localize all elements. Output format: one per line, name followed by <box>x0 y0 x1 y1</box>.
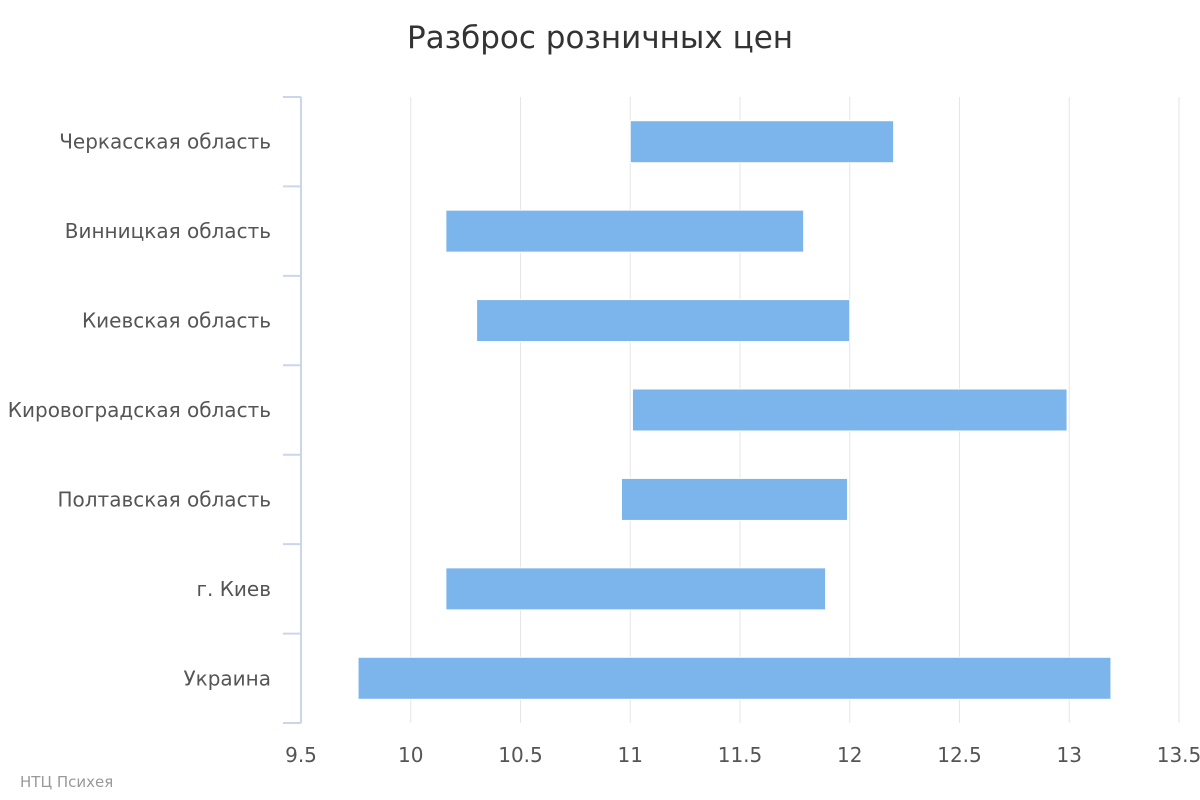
range-bar[interactable] <box>357 656 1112 700</box>
x-tick-label: 12.5 <box>937 743 982 767</box>
range-bar[interactable] <box>620 477 849 521</box>
chart-title: Разброс розничных цен <box>407 20 793 56</box>
x-tick-labels: 9.5 10 10.5 11 11.5 12 12.5 13 13.5 <box>285 743 1200 767</box>
category-label: Киевская область <box>82 309 271 333</box>
x-tick-label: 12 <box>837 743 862 767</box>
category-label: Черкасская область <box>59 130 271 154</box>
credit-link[interactable]: НТЦ Психея <box>20 773 114 791</box>
x-tick-label: 10.5 <box>498 743 543 767</box>
range-bar[interactable] <box>445 209 805 253</box>
x-tick-label: 13.5 <box>1157 743 1200 767</box>
category-label: Украина <box>183 666 271 690</box>
range-bar[interactable] <box>445 567 827 611</box>
range-bar[interactable] <box>629 120 895 164</box>
range-bar[interactable] <box>476 299 851 343</box>
range-bar[interactable] <box>631 388 1068 432</box>
category-labels: Черкасская область Винницкая область Киевс… <box>8 130 271 691</box>
x-tick-label: 11.5 <box>718 743 763 767</box>
x-tick-label: 11 <box>618 743 643 767</box>
category-axis <box>283 96 302 724</box>
category-label: Полтавская область <box>57 487 271 511</box>
x-tick-label: 13 <box>1057 743 1082 767</box>
category-label: Кировоградская область <box>8 398 271 422</box>
x-tick-label: 9.5 <box>285 743 317 767</box>
category-label: г. Киев <box>196 577 271 601</box>
category-label: Винницкая область <box>65 219 271 243</box>
x-tick-label: 10 <box>398 743 423 767</box>
bar-series <box>357 120 1112 700</box>
